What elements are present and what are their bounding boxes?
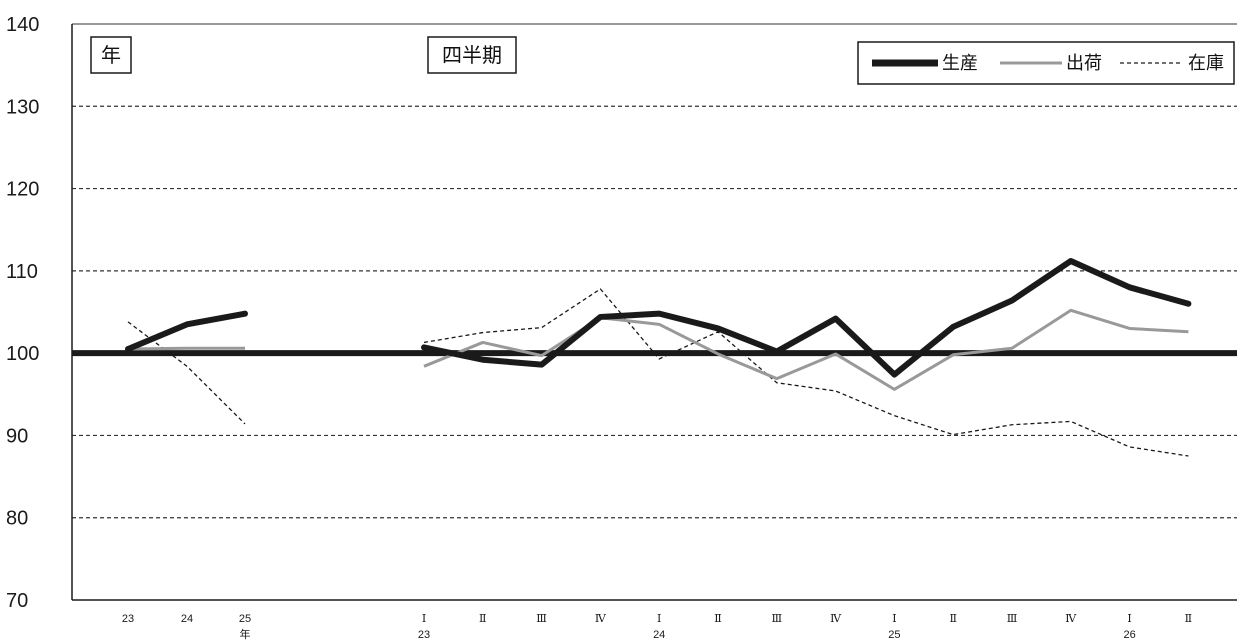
x-tick-year-26: 26 [1123, 629, 1135, 641]
y-tick-label-130: 130 [6, 96, 39, 118]
x-tick-quarter-10: Ⅲ [1007, 612, 1018, 625]
annual-panel-label: 年 [90, 36, 132, 74]
y-tick-label-70: 70 [6, 590, 28, 612]
quarterly-series-shipments [423, 308, 1189, 391]
x-tick-quarter-13: Ⅱ [1185, 612, 1192, 625]
annual-series-production [125, 310, 248, 353]
x-tick-quarter-2: Ⅲ [536, 612, 547, 625]
x-tick-quarter-12: Ⅰ [1127, 612, 1131, 625]
legend: 生産 出荷 在庫 [857, 41, 1235, 85]
x-tick-quarter-6: Ⅲ [771, 612, 782, 625]
x-tick-annual-23: 23 [122, 613, 134, 625]
y-tick-label-90: 90 [6, 425, 28, 447]
x-axis-annual-suffix: 年 [240, 627, 251, 641]
annual-series-shipments [127, 346, 245, 351]
quarterly-panel-label: 四半期 [427, 36, 517, 74]
x-tick-quarter-8: Ⅰ [892, 612, 896, 625]
x-tick-year-23: 23 [418, 629, 430, 641]
x-tick-year-24: 24 [653, 629, 665, 641]
y-tick-label-120: 120 [6, 179, 39, 201]
svg-text:年: 年 [101, 43, 121, 67]
legend-label-inventory: 在庫 [1188, 53, 1224, 74]
legend-label-production: 生産 [942, 53, 978, 74]
y-tick-label-140: 140 [6, 14, 39, 36]
x-tick-annual-24: 24 [181, 613, 193, 625]
legend-label-shipments: 出荷 [1066, 53, 1102, 74]
x-tick-quarter-9: Ⅱ [949, 612, 956, 625]
svg-text:四半期: 四半期 [442, 43, 502, 67]
x-tick-annual-25: 25 [239, 613, 251, 625]
x-tick-quarter-7: Ⅳ [830, 612, 842, 625]
x-tick-quarter-0: Ⅰ [422, 612, 426, 625]
y-tick-label-100: 100 [6, 343, 39, 365]
quarterly-series-production [421, 257, 1192, 378]
y-tick-label-110: 110 [6, 261, 38, 283]
y-tick-label-80: 80 [6, 508, 28, 530]
x-tick-quarter-4: Ⅰ [657, 612, 661, 625]
x-tick-quarter-5: Ⅱ [714, 612, 721, 625]
x-tick-quarter-1: Ⅱ [479, 612, 486, 625]
quarterly-series-inventory [423, 288, 1189, 457]
annual-series-inventory [127, 321, 246, 425]
x-tick-quarter-3: Ⅳ [595, 612, 607, 625]
x-tick-year-25: 25 [888, 629, 900, 641]
x-tick-quarter-11: Ⅳ [1065, 612, 1077, 625]
